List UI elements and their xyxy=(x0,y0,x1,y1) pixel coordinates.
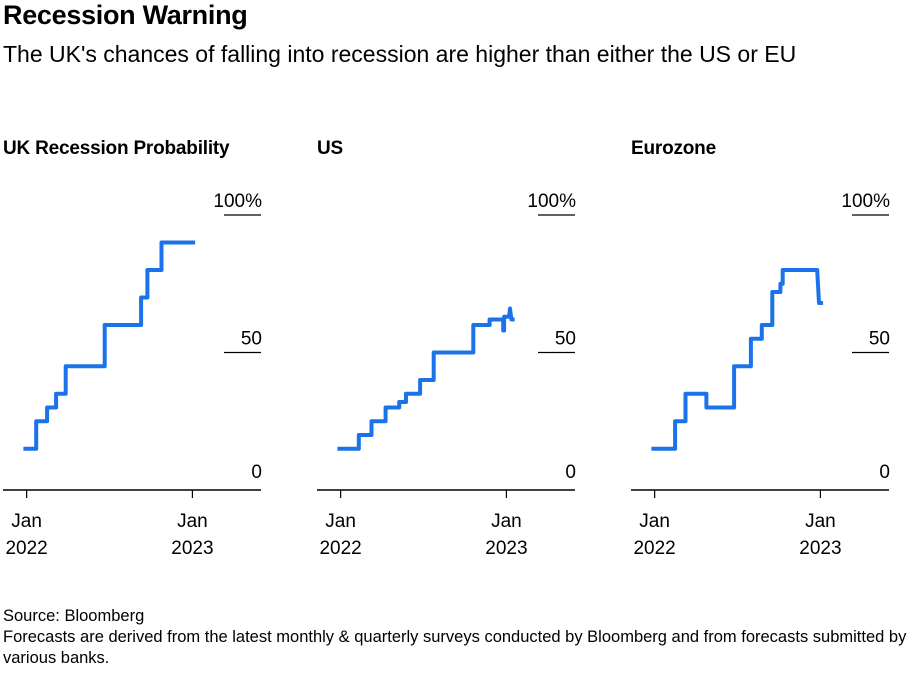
x-tick-label-month: Jan xyxy=(177,511,208,532)
x-tick-label-year: 2023 xyxy=(485,538,527,559)
series-line xyxy=(337,306,515,451)
methodology-note: Forecasts are derived from the latest mo… xyxy=(3,628,907,667)
y-tick-label: 100% xyxy=(527,191,576,212)
x-tick-label-year: 2023 xyxy=(171,538,213,559)
y-tick-label: 50 xyxy=(241,329,262,350)
panel-title-uk: UK Recession Probability xyxy=(3,138,230,159)
small-multiples-chart: 100% 50 0 Jan 2022 Jan 2023 100% 50 0 Jan 2022 Jan 20… xyxy=(3,191,890,559)
panel-title-us: US xyxy=(317,138,343,159)
y-tick-label: 0 xyxy=(879,462,890,483)
x-tick-label-month: Jan xyxy=(491,511,522,532)
x-tick-label-year: 2022 xyxy=(5,538,47,559)
x-tick-label-year: 2022 xyxy=(633,538,675,559)
chart-footer: Source: Bloomberg Forecasts are derived … xyxy=(3,606,908,669)
chart-subtitle: The UK's chances of falling into recessi… xyxy=(3,41,797,67)
x-tick-label-month: Jan xyxy=(325,511,356,532)
x-tick-label-year: 2022 xyxy=(319,538,361,559)
x-tick-label-month: Jan xyxy=(805,511,836,532)
x-tick-label-year: 2023 xyxy=(799,538,841,559)
chart-title: Recession Warning xyxy=(3,0,248,30)
y-tick-label: 0 xyxy=(251,462,262,483)
y-tick-label: 0 xyxy=(565,462,576,483)
source-note: Source: Bloomberg xyxy=(3,607,145,625)
y-tick-label: 100% xyxy=(841,191,890,212)
x-tick-label-month: Jan xyxy=(11,511,42,532)
series-line xyxy=(23,240,196,451)
y-tick-label: 50 xyxy=(555,329,576,350)
series-line xyxy=(651,268,824,451)
x-tick-label-month: Jan xyxy=(639,511,670,532)
y-tick-label: 50 xyxy=(869,329,890,350)
y-tick-label: 100% xyxy=(213,191,262,212)
panel-title-eurozone: Eurozone xyxy=(631,138,716,159)
